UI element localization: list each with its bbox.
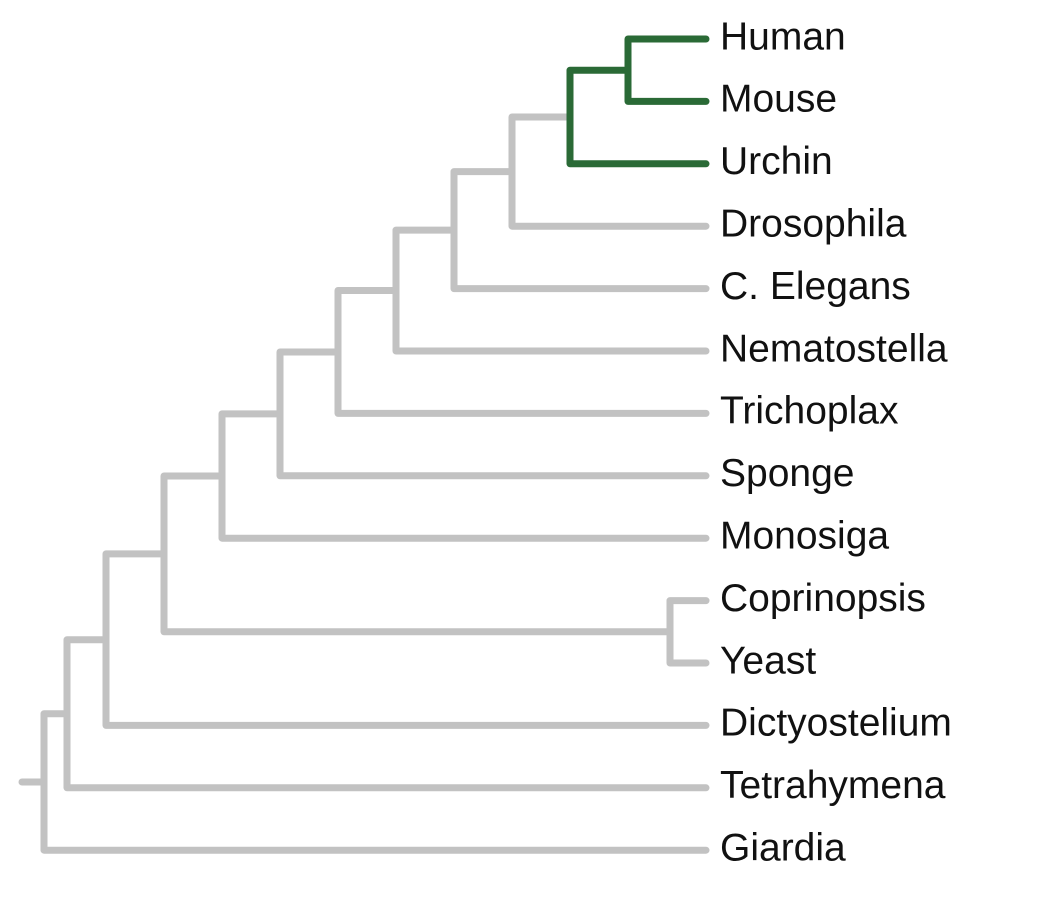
branch-n-cy <box>164 554 670 632</box>
branch-monosiga <box>222 476 706 538</box>
tip-label-trichoplax: Trichoplax <box>720 390 899 433</box>
tip-label-drosophila: Drosophila <box>720 202 907 245</box>
branch-sponge <box>280 414 706 476</box>
tip-label-urchin: Urchin <box>720 140 833 183</box>
tip-label-giardia: Giardia <box>720 826 846 869</box>
branch-n-spo <box>222 414 280 476</box>
branch-n-tri <box>280 352 338 414</box>
branch-n-hm <box>570 70 628 117</box>
tip-label-dictyostelium: Dictyostelium <box>720 702 952 745</box>
phylogenetic-tree: Human Mouse Urchin Drosophila C. Elegans Nema… <box>0 0 1049 900</box>
branch-n-mon <box>164 476 222 554</box>
branch-n-cel <box>396 230 454 290</box>
branch-dictyostelium <box>106 640 706 726</box>
tip-label-c-elegans: C. Elegans <box>720 265 911 308</box>
branch-human <box>628 39 706 70</box>
branch-n-urc <box>512 117 570 172</box>
branch-n-nem <box>338 291 396 353</box>
tip-label-yeast: Yeast <box>720 639 816 682</box>
branch-urchin <box>570 117 706 164</box>
tip-label-sponge: Sponge <box>720 452 854 495</box>
branch-n-dro <box>454 172 512 231</box>
tip-label-coprinopsis: Coprinopsis <box>720 577 926 620</box>
branch-trichoplax <box>338 352 706 413</box>
tip-label-tetrahymena: Tetrahymena <box>720 764 946 807</box>
tip-label-mouse: Mouse <box>720 78 837 121</box>
branch-nematostella <box>396 291 706 352</box>
branch-n-fun <box>106 554 164 640</box>
branch-coprinopsis <box>670 601 706 632</box>
branch-c-elegans <box>454 230 706 289</box>
branch-giardia <box>44 782 706 850</box>
branch-drosophila <box>512 172 706 227</box>
tip-label-monosiga: Monosiga <box>720 514 889 557</box>
branch-yeast <box>670 632 706 663</box>
tip-label-human: Human <box>720 15 846 58</box>
branch-mouse <box>628 70 706 101</box>
tip-label-nematostella: Nematostella <box>720 327 948 370</box>
branch-n-dic <box>67 640 106 714</box>
